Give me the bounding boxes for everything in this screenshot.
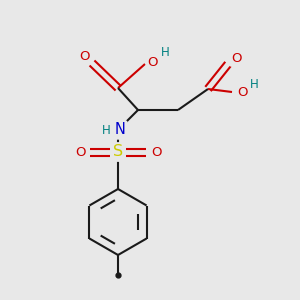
Text: O: O (148, 56, 158, 68)
Text: O: O (151, 146, 161, 158)
Text: N: N (115, 122, 125, 137)
Text: H: H (102, 124, 110, 136)
Text: H: H (250, 77, 258, 91)
Text: O: O (231, 52, 241, 64)
Text: O: O (237, 85, 247, 98)
Text: O: O (80, 50, 90, 62)
Text: S: S (113, 145, 123, 160)
Text: O: O (75, 146, 85, 158)
Text: H: H (160, 46, 169, 59)
